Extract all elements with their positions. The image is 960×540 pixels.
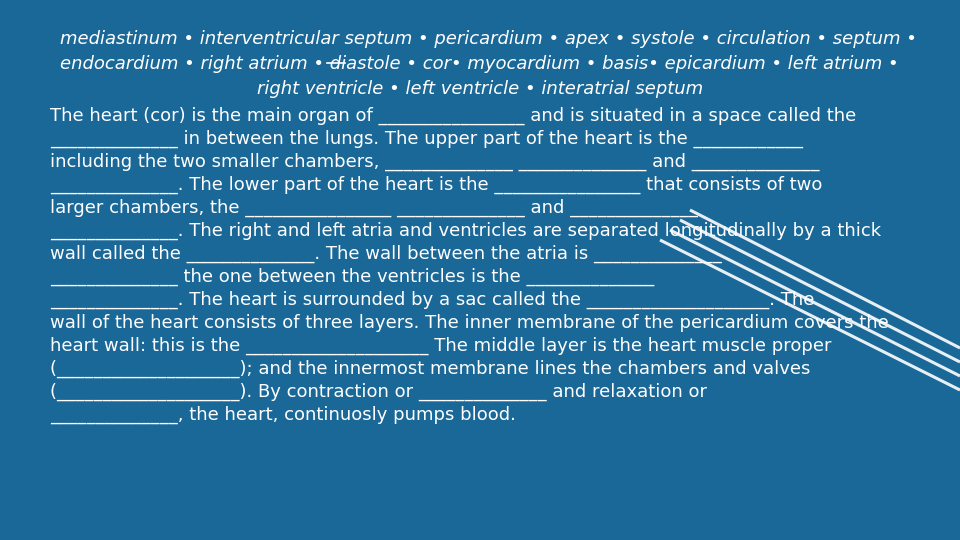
Text: ______________. The heart is surrounded by a sac called the ____________________: ______________. The heart is surrounded … [50,291,814,309]
Text: mediastinum • interventricular septum • pericardium • apex • systole • circulati: mediastinum • interventricular septum • … [60,30,917,48]
Text: larger chambers, the ________________ ______________ and ______________: larger chambers, the ________________ __… [50,199,698,217]
Text: (____________________); and the innermost membrane lines the chambers and valves: (____________________); and the innermos… [50,360,810,378]
Text: ______________, the heart, continuosly pumps blood.: ______________, the heart, continuosly p… [50,406,516,424]
Text: ______________ the one between the ventricles is the ______________: ______________ the one between the ventr… [50,268,655,286]
Text: endocardium • right atrium • diastole • cor• myocardium • basis• epicardium • le: endocardium • right atrium • diastole • … [60,55,899,73]
Text: including the two smaller chambers, ______________ ______________ and __________: including the two smaller chambers, ____… [50,153,820,171]
Text: ______________. The lower part of the heart is the ________________ that consist: ______________. The lower part of the he… [50,176,823,194]
Text: heart wall: this is the ____________________ The middle layer is the heart muscl: heart wall: this is the ________________… [50,337,831,355]
Text: wall called the ______________. The wall between the atria is ______________: wall called the ______________. The wall… [50,245,722,264]
Text: ______________. The right and left atria and ventricles are separated longitudin: ______________. The right and left atria… [50,222,881,240]
Text: right ventricle • left ventricle • interatrial septum: right ventricle • left ventricle • inter… [257,80,703,98]
Text: wall of the heart consists of three layers. The inner membrane of the pericardiu: wall of the heart consists of three laye… [50,314,889,332]
Text: ______________ in between the lungs. The upper part of the heart is the ________: ______________ in between the lungs. The… [50,130,803,148]
Text: The heart (cor) is the main organ of ________________ and is situated in a space: The heart (cor) is the main organ of ___… [50,107,856,125]
Text: (____________________). By contraction or ______________ and relaxation or: (____________________). By contraction o… [50,383,707,401]
